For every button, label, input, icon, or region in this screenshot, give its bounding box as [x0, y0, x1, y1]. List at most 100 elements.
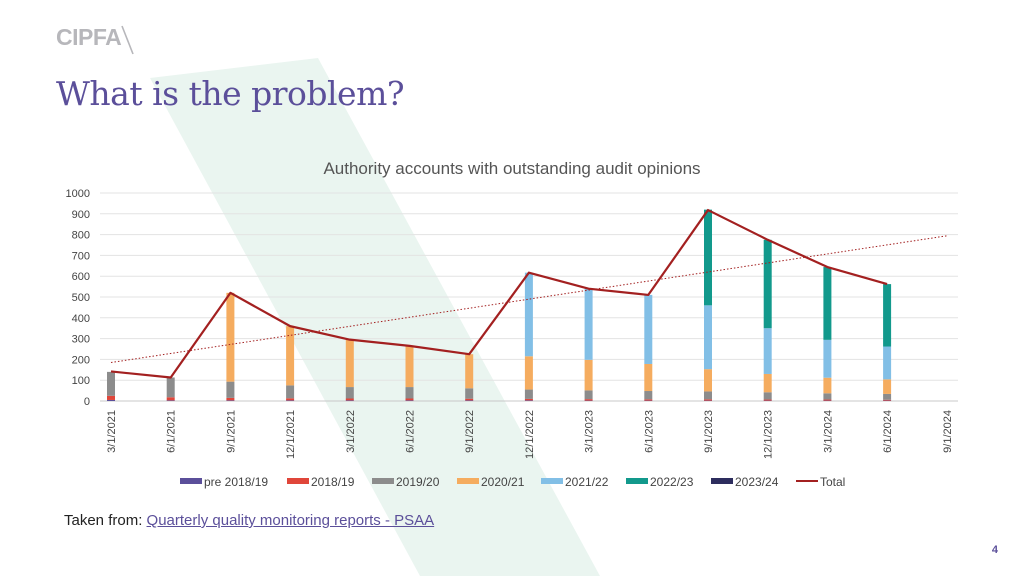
- legend-swatch: [180, 478, 202, 484]
- total-line: [110, 208, 888, 379]
- logo-slash-icon: [121, 25, 134, 55]
- bar-segment: [405, 398, 414, 401]
- x-tick-label: 6/1/2024: [882, 410, 894, 453]
- x-tick-label: 3/1/2024: [822, 410, 834, 453]
- source-link[interactable]: Quarterly quality monitoring reports - P…: [146, 512, 435, 529]
- bar-segment: [524, 400, 533, 401]
- bar-segment: [226, 292, 235, 382]
- legend-swatch: [372, 478, 394, 484]
- bar-segment: [107, 399, 115, 401]
- x-tick-label: 12/1/2023: [763, 410, 775, 459]
- bar-segment: [823, 377, 832, 394]
- y-tick-label: 300: [72, 334, 90, 346]
- bar-segment: [405, 400, 414, 401]
- page-title: What is the problem?: [56, 74, 405, 113]
- y-tick-label: 0: [84, 396, 90, 408]
- bar-segment: [465, 398, 474, 401]
- y-tick-label: 100: [72, 375, 90, 387]
- legend-swatch: [626, 478, 648, 484]
- bar-segment: [704, 209, 712, 306]
- bar-segment: [584, 390, 593, 400]
- bar-segment: [405, 387, 414, 399]
- bar-segment: [465, 388, 474, 399]
- y-tick-label: 900: [72, 209, 90, 221]
- bar-segment: [883, 379, 892, 394]
- x-tick-label: 9/1/2024: [942, 410, 954, 453]
- bar-segment: [166, 377, 175, 398]
- chart-title: Authority accounts with outstanding audi…: [323, 159, 700, 178]
- x-tick-label: 3/1/2023: [584, 410, 596, 453]
- legend-label: 2019/20: [396, 475, 440, 489]
- legend-swatch: [711, 478, 733, 484]
- legend-label: 2021/22: [565, 475, 609, 489]
- bar-segment: [524, 398, 533, 401]
- bar-segment: [704, 399, 712, 401]
- bar-segment: [345, 387, 354, 399]
- trendline: [110, 235, 949, 364]
- bar-segment: [883, 284, 892, 347]
- source-prefix: Taken from:: [64, 512, 147, 529]
- bar-segment: [823, 339, 832, 378]
- y-tick-label: 1000: [66, 188, 90, 200]
- bar-segment: [286, 326, 295, 386]
- x-tick-label: 12/1/2021: [285, 410, 297, 459]
- y-tick-label: 400: [72, 313, 90, 325]
- bar-segment: [345, 339, 354, 388]
- bar-segment: [584, 359, 593, 391]
- bar-segment: [226, 381, 235, 398]
- y-tick-label: 600: [72, 271, 90, 283]
- bar-segment: [763, 328, 772, 374]
- legend-label: pre 2018/19: [204, 475, 268, 489]
- bar-segment: [763, 399, 772, 401]
- bar-segment: [166, 400, 175, 401]
- bar-segment: [107, 371, 115, 396]
- bar-segment: [524, 389, 533, 399]
- bar-segment: [465, 354, 474, 389]
- cipfa-logo: CIPFA: [56, 24, 122, 50]
- bar-segment: [584, 399, 593, 401]
- x-tick-label: 9/1/2021: [225, 410, 237, 453]
- y-tick-label: 500: [72, 292, 90, 304]
- bar-segment: [226, 400, 235, 401]
- bar-segment: [823, 399, 832, 401]
- bar-segment: [883, 393, 892, 400]
- bar-segment: [644, 399, 653, 401]
- legend-swatch: [287, 478, 309, 484]
- bar-segment: [644, 363, 653, 392]
- bar-segment: [345, 400, 354, 401]
- y-tick-label: 200: [72, 354, 90, 366]
- bar-segment: [704, 305, 712, 370]
- x-tick-label: 6/1/2021: [166, 410, 178, 453]
- source-note: Taken from: Quarterly quality monitoring…: [64, 512, 434, 529]
- bar-segment: [286, 400, 295, 401]
- bar-segment: [644, 294, 653, 364]
- y-tick-label: 800: [72, 230, 90, 242]
- x-tick-label: 6/1/2023: [643, 410, 655, 453]
- legend-label: 2022/23: [650, 475, 694, 489]
- bar-segment: [107, 395, 115, 400]
- bar-segment: [644, 391, 653, 400]
- bar-segment: [763, 392, 772, 400]
- x-tick-label: 9/1/2022: [464, 410, 476, 453]
- x-tick-label: 3/1/2022: [345, 410, 357, 453]
- bar-segment: [704, 369, 712, 392]
- x-tick-label: 3/1/2021: [106, 410, 118, 453]
- bar-segment: [524, 356, 533, 390]
- y-tick-label: 700: [72, 250, 90, 262]
- bar-segment: [704, 391, 712, 400]
- bar-segment: [345, 398, 354, 401]
- bar-segment: [763, 373, 772, 393]
- x-tick-label: 9/1/2023: [703, 410, 715, 453]
- legend-label: 2020/21: [481, 475, 525, 489]
- legend-label: Total: [820, 475, 845, 489]
- bar-segment: [883, 346, 892, 380]
- bar-segment: [584, 288, 593, 360]
- bar-segment: [405, 345, 414, 388]
- legend-swatch: [457, 478, 479, 484]
- bar-segment: [226, 397, 235, 401]
- x-tick-label: 6/1/2022: [405, 410, 417, 453]
- page-number: 4: [991, 544, 998, 556]
- bar-segment: [524, 272, 533, 357]
- bar-segment: [823, 267, 832, 340]
